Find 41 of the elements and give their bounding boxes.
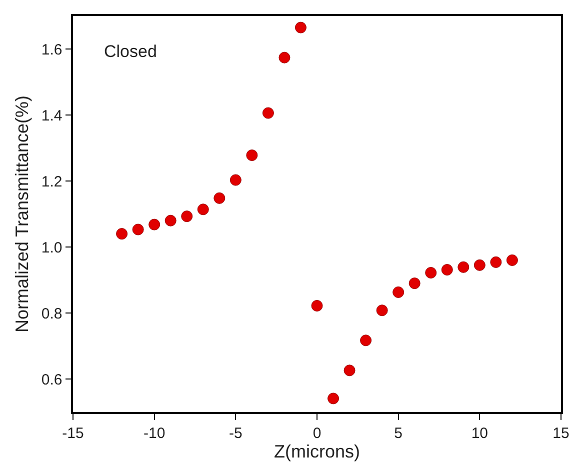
point (490, 256, 502, 268)
point (506, 254, 518, 266)
point (262, 107, 274, 119)
point (148, 218, 160, 230)
y-axis-title: Normalized Transmittance(%) (12, 95, 32, 333)
point (328, 392, 340, 404)
x-tick-label: -10 (143, 424, 166, 442)
point (392, 286, 404, 298)
point (458, 261, 470, 273)
annotation: Closed (104, 42, 157, 61)
point (441, 264, 453, 276)
y-tick-label: 1.4 (41, 107, 62, 124)
point (132, 224, 144, 236)
point (230, 174, 242, 186)
y-tick-label: 1.2 (41, 173, 62, 190)
point (164, 214, 176, 226)
point (278, 52, 290, 64)
point (425, 266, 437, 278)
point (214, 192, 226, 204)
x-axis-title: Z(microns) (274, 442, 360, 462)
x-tick-label: 10 (471, 424, 488, 442)
point (294, 22, 306, 34)
x-tick-label: 0 (312, 424, 322, 442)
x-tick-label: -15 (62, 424, 84, 442)
y-tick-label: 0.6 (41, 371, 62, 388)
point (408, 278, 420, 290)
point (376, 304, 388, 316)
y-tick-label: 1.0 (41, 239, 62, 256)
point (474, 259, 486, 271)
y-tick-label: 1.6 (41, 41, 62, 58)
x-tick-label: -5 (229, 424, 242, 442)
point (360, 334, 372, 346)
point (197, 204, 209, 216)
point (311, 300, 323, 312)
point (116, 228, 128, 240)
point (181, 210, 193, 222)
x-tick-label: 15 (552, 424, 570, 442)
point (246, 150, 258, 162)
x-tick-label: 5 (394, 424, 402, 442)
point (344, 364, 356, 376)
y-tick-label: 0.8 (41, 305, 62, 322)
